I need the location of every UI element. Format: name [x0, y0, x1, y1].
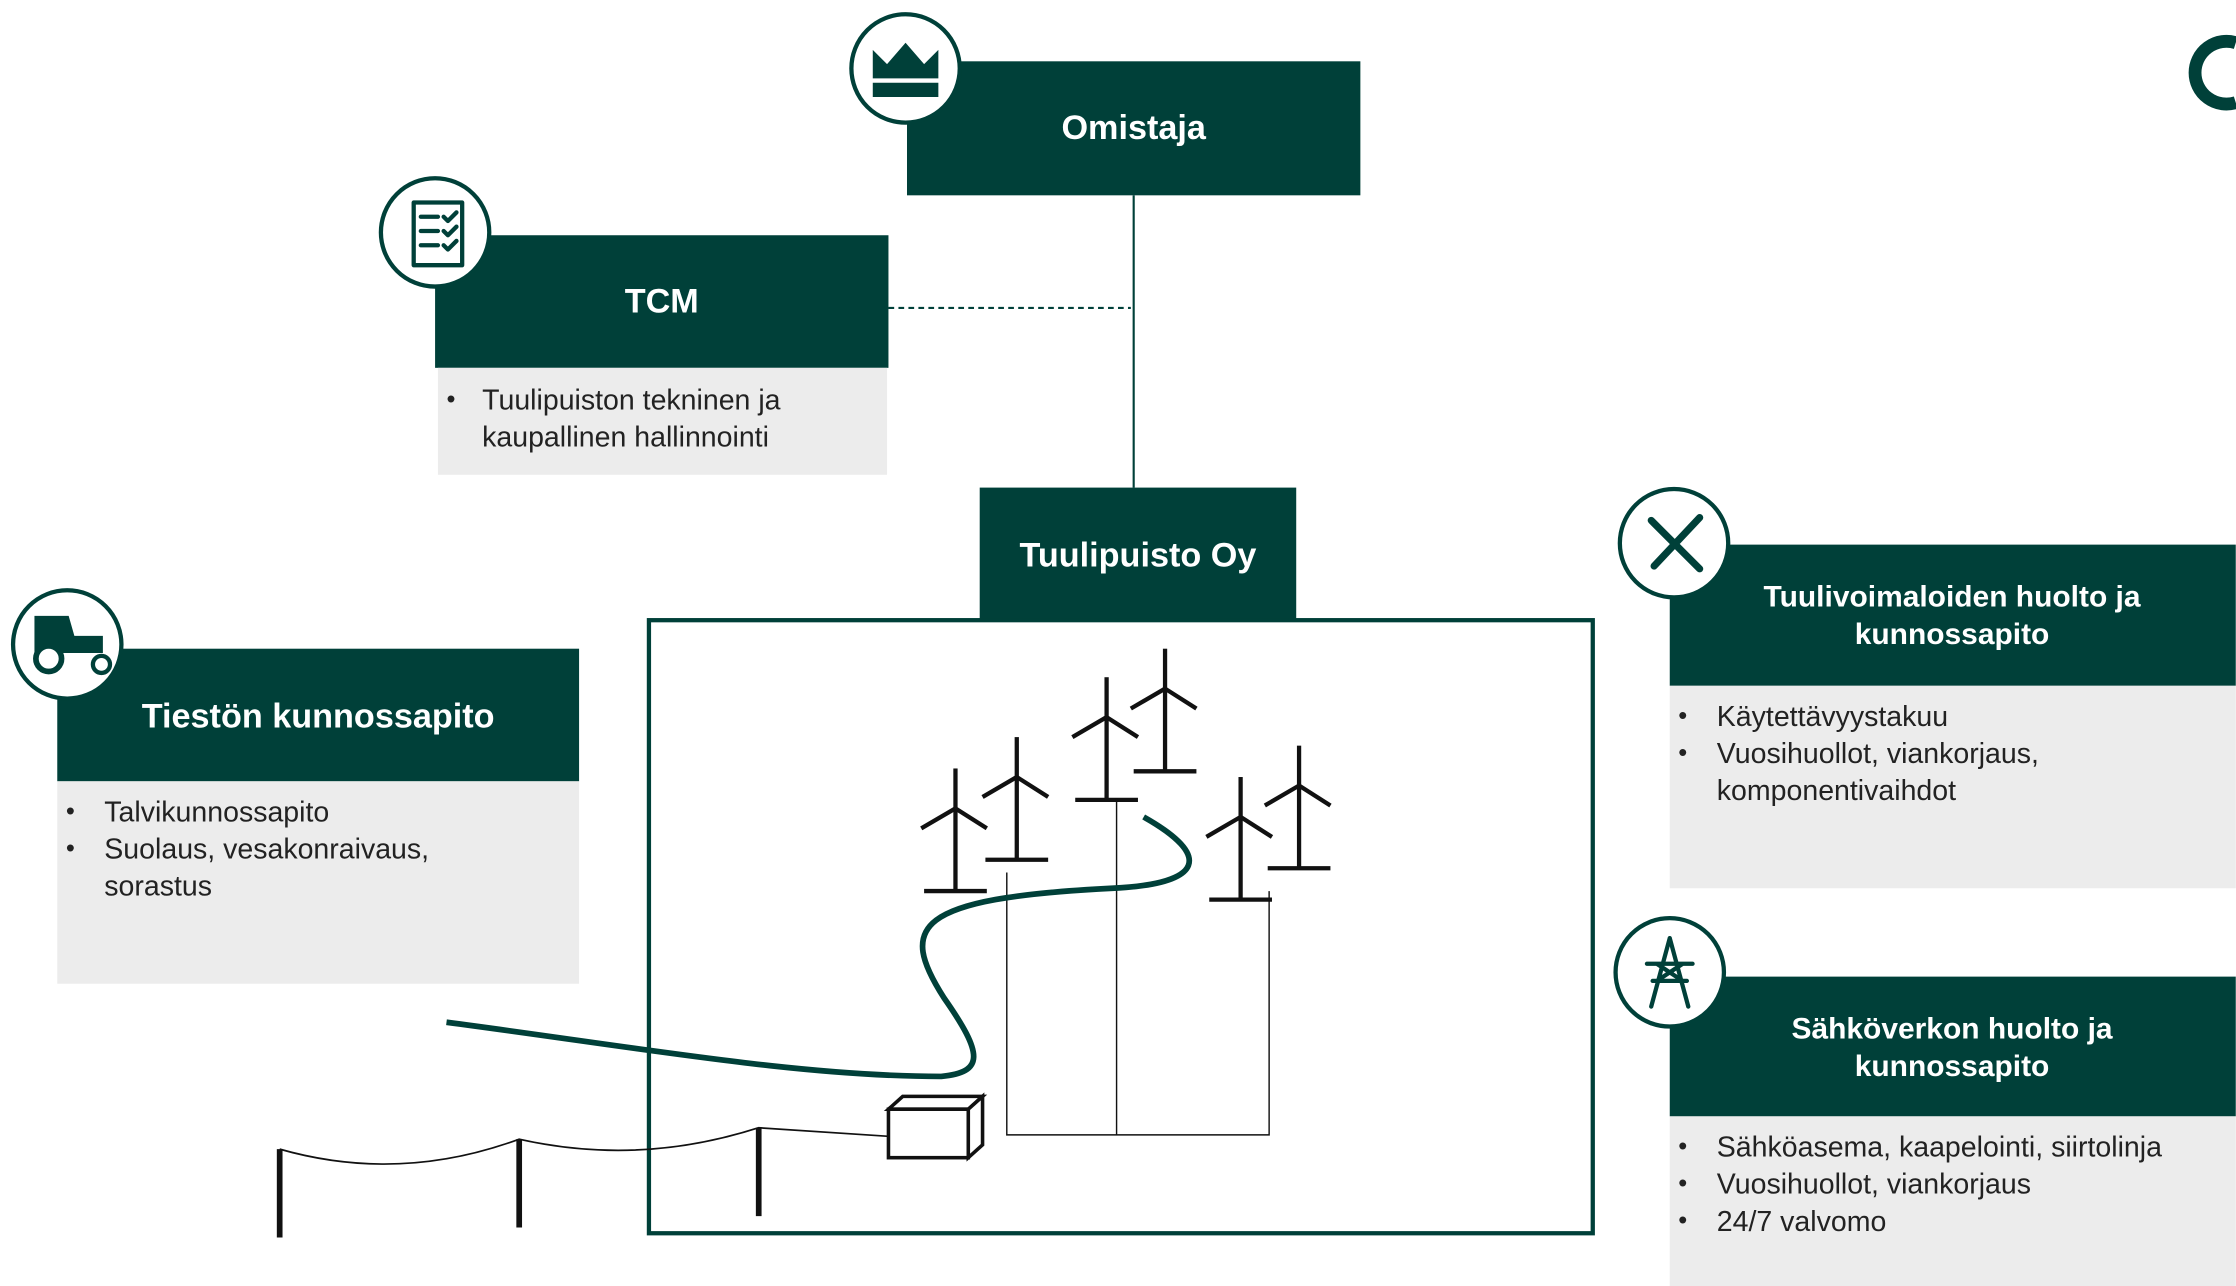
item: Käytettävyystakuu [1717, 701, 1948, 733]
node-box [1670, 545, 2236, 686]
bullet: • [1678, 739, 1687, 767]
item: sorastus [104, 871, 212, 903]
item: Vuosihuollot, viankorjaus [1717, 1169, 2031, 1201]
item: 24/7 valvomo [1717, 1206, 1887, 1238]
bullet: • [446, 385, 455, 413]
item: Talvikunnossapito [104, 797, 329, 829]
logo [2195, 41, 2236, 104]
diagram: Omistaja TCM • Tuulipuiston tekninen ja … [0, 0, 2236, 1286]
node-title: TCM [625, 283, 699, 321]
node-title: Tuulipuisto Oy [1020, 536, 1257, 574]
node-title: Tiestön kunnossapito [142, 698, 495, 736]
item: Tuulipuiston tekninen ja [482, 385, 781, 417]
item: Vuosihuollot, viankorjaus, [1717, 738, 2039, 770]
node-title: kunnossapito [1855, 1050, 2050, 1083]
item: Suolaus, vesakonraivaus, [104, 834, 429, 866]
cables [1007, 798, 1269, 1134]
bullet: • [66, 797, 75, 825]
item: komponentivaihdot [1717, 775, 1956, 807]
bullet: • [1678, 1170, 1687, 1198]
node-title: Omistaja [1061, 109, 1206, 147]
bullet: • [1678, 1207, 1687, 1235]
turbines [921, 649, 1330, 900]
node-title: Sähköverkon huolto ja [1792, 1013, 2113, 1046]
page: {"nodes": [ {"title": ["Omistaja"]}, {"t… [0, 0, 2236, 1286]
item: kaupallinen hallinnointi [482, 422, 769, 454]
node-title: Tuulivoimaloiden huolto ja [1764, 581, 2141, 614]
node-title: kunnossapito [1855, 618, 2050, 651]
item: Sähköasema, kaapelointi, siirtolinja [1717, 1132, 2162, 1164]
bullet: • [66, 835, 75, 863]
power-line [280, 1128, 889, 1238]
checklist-icon [421, 212, 457, 249]
park-frame [649, 620, 1593, 1233]
bullet: • [1678, 1132, 1687, 1160]
bullet: • [1678, 702, 1687, 730]
substation [888, 1096, 982, 1157]
node-box [1670, 977, 2236, 1117]
